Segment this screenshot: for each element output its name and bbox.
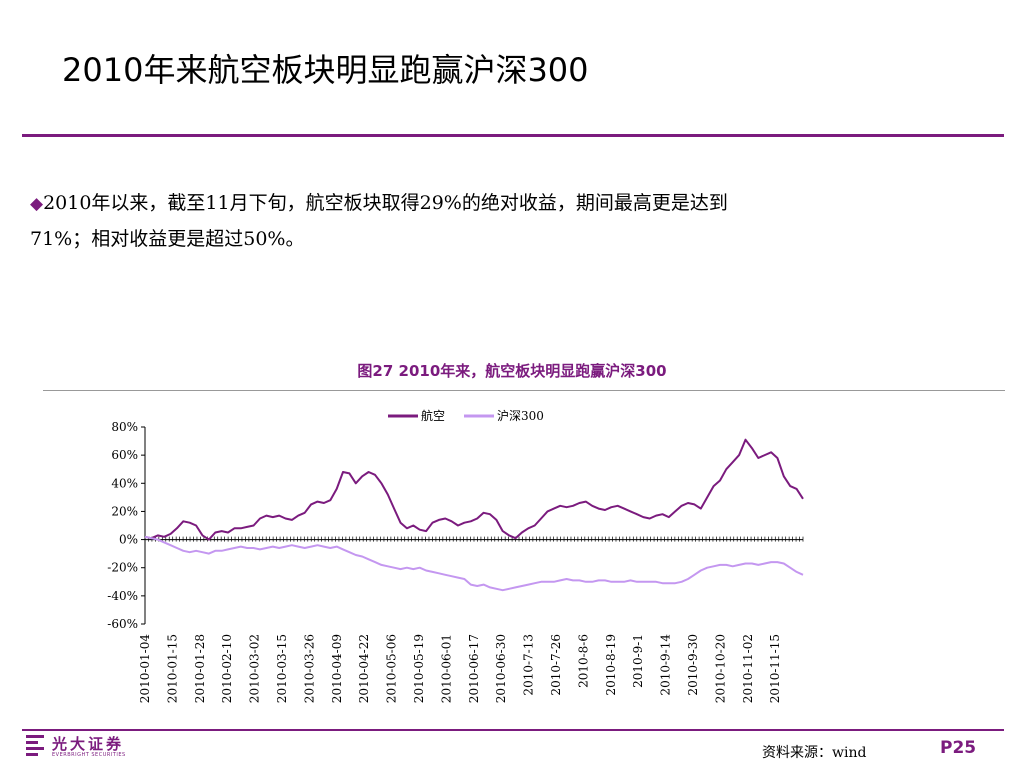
x-tick-label: 2010-8-19 — [604, 634, 618, 696]
x-tick-label: 2010-06-17 — [467, 634, 481, 703]
title-divider — [22, 134, 1004, 137]
logo-subtext: EVERBRIGHT SECURITIES — [52, 752, 126, 758]
x-tick-label: 2010-03-15 — [275, 634, 289, 703]
y-tick-label: 0% — [119, 533, 138, 547]
x-tick-label: 2010-9-14 — [659, 634, 673, 696]
logo-text: 光大证券 — [52, 735, 125, 753]
series-line-2 — [144, 535, 804, 592]
company-logo: 光大证券 EVERBRIGHT SECURITIES — [26, 733, 156, 763]
x-tick-label: 2010-01-28 — [193, 634, 207, 703]
bullet-paragraph: ◆2010年以来，截至11月下旬，航空板块取得29%的绝对收益，期间最高更是达到… — [30, 186, 970, 257]
y-tick-label: -60% — [107, 617, 138, 631]
x-tick-label: 2010-04-09 — [330, 634, 344, 703]
figure-divider — [43, 390, 1005, 391]
logo-mark-icon — [26, 735, 44, 757]
x-tick-label: 2010-11-15 — [768, 634, 782, 703]
x-tick-label: 2010-01-15 — [165, 634, 179, 703]
x-tick-label: 2010-05-06 — [385, 634, 399, 703]
x-tick-label: 2010-7-26 — [549, 634, 563, 696]
page-number: P25 — [940, 738, 977, 758]
legend-label: 沪深300 — [497, 409, 544, 423]
x-tick-label: 2010-02-10 — [220, 634, 234, 703]
slide-title: 2010年来航空板块明显跑赢沪深300 — [62, 51, 589, 89]
x-tick-label: 2010-05-19 — [412, 634, 426, 703]
data-source: 资料来源：wind — [762, 745, 867, 761]
figure-caption: 图27 2010年来，航空板块明显跑赢沪深300 — [357, 362, 667, 380]
x-tick-label: 2010-7-13 — [522, 634, 536, 696]
y-tick-label: 20% — [111, 504, 138, 518]
x-tick-label: 2010-9-1 — [631, 634, 645, 688]
x-tick-label: 2010-06-01 — [439, 634, 453, 703]
legend-label: 航空 — [421, 408, 445, 423]
bullet-line-2: 71%；相对收益更是超过50%。 — [30, 228, 305, 250]
x-tick-label: 2010-06-30 — [494, 634, 508, 703]
diamond-bullet-icon: ◆ — [30, 194, 44, 214]
y-tick-label: -40% — [107, 589, 138, 603]
x-tick-label: 2010-04-22 — [357, 634, 371, 703]
x-tick-label: 2010-11-02 — [741, 634, 755, 703]
y-tick-label: -20% — [107, 561, 138, 575]
y-tick-label: 80% — [111, 420, 138, 434]
bullet-line-1: 2010年以来，截至11月下旬，航空板块取得29%的绝对收益，期间最高更是达到 — [43, 192, 728, 214]
y-tick-label: 40% — [111, 476, 138, 490]
x-tick-label: 2010-9-30 — [686, 634, 700, 696]
y-tick-label: 60% — [111, 448, 138, 462]
x-tick-label: 2010-8-6 — [576, 634, 590, 688]
series-line-1 — [144, 438, 804, 541]
footer-divider — [22, 729, 1004, 731]
x-tick-label: 2010-03-26 — [302, 634, 316, 703]
x-tick-label: 2010-03-02 — [248, 634, 262, 703]
x-tick-label: 2010-10-20 — [713, 634, 727, 703]
x-tick-label: 2010-01-04 — [138, 634, 152, 704]
